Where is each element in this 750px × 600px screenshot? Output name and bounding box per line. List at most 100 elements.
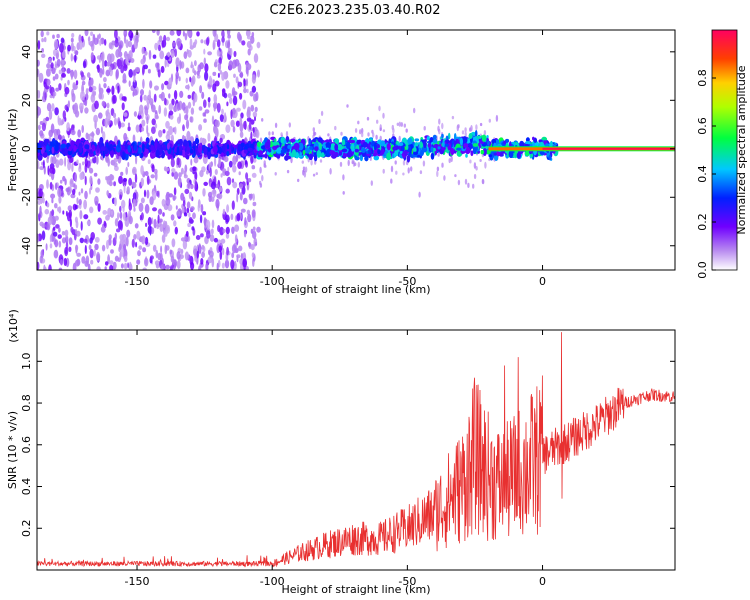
- heatmap-cell: [231, 226, 235, 234]
- heatmap-cell: [168, 193, 174, 198]
- heatmap-cell: [503, 140, 507, 145]
- heatmap-cell: [249, 194, 253, 201]
- heatmap-cell: [135, 154, 138, 165]
- heatmap-cell: [220, 173, 223, 178]
- heatmap-cell: [113, 181, 116, 187]
- heatmap-cell: [164, 58, 167, 68]
- heatmap-cell: [225, 232, 230, 239]
- heatmap-cell: [413, 107, 416, 114]
- heatmap-cell: [103, 149, 109, 155]
- heatmap-cell: [280, 149, 284, 154]
- heatmap-cell: [93, 172, 98, 177]
- heatmap-cell: [230, 213, 234, 220]
- heatmap-cell: [144, 171, 149, 176]
- heatmap-cell: [250, 131, 253, 140]
- heatmap-cell: [157, 209, 163, 215]
- heatmap-cell: [312, 138, 317, 143]
- heatmap-cell: [396, 122, 399, 127]
- heatmap-cell: [80, 71, 84, 78]
- heatmap-cell: [106, 190, 109, 197]
- heatmap-cell: [98, 33, 101, 39]
- heatmap-cell: [245, 266, 249, 270]
- heatmap-cell: [461, 136, 468, 144]
- heatmap-cell: [210, 181, 216, 190]
- heatmap-cell: [475, 124, 478, 131]
- heatmap-cell: [74, 172, 77, 183]
- heatmap-cell: [144, 106, 149, 116]
- heatmap-cell: [127, 122, 131, 127]
- heatmap-cell: [179, 60, 182, 70]
- heatmap-cell: [347, 151, 352, 158]
- heatmap-cell: [219, 114, 224, 122]
- heatmap-cell: [482, 148, 487, 156]
- heatmap-cell: [236, 192, 239, 203]
- heatmap-cell: [247, 178, 252, 183]
- heatmap-cell: [177, 176, 182, 187]
- heatmap-y-tick-label: -40: [20, 237, 33, 255]
- heatmap-cell: [149, 80, 153, 89]
- heatmap-y-label: Frequency (Hz): [6, 109, 19, 192]
- heatmap-cell: [59, 179, 63, 184]
- heatmap-cell: [203, 118, 207, 123]
- heatmap-cell: [120, 171, 124, 176]
- heatmap-cell: [243, 197, 248, 205]
- heatmap-cell: [320, 110, 324, 117]
- heatmap-cell: [176, 157, 180, 166]
- heatmap-cell: [85, 255, 90, 265]
- heatmap-cell: [74, 229, 78, 235]
- heatmap-cell: [112, 112, 117, 119]
- heatmap-cell: [95, 187, 100, 193]
- heatmap-cell: [77, 129, 82, 138]
- heatmap-cell: [219, 250, 223, 260]
- heatmap-cell: [70, 53, 74, 62]
- heatmap-cell: [257, 69, 260, 78]
- snr-x-label: Height of straight line (km): [281, 583, 430, 596]
- heatmap-cell: [67, 100, 70, 108]
- heatmap-cell: [368, 150, 372, 155]
- heatmap-cell: [177, 102, 181, 111]
- heatmap-cell: [56, 33, 60, 39]
- heatmap-cell: [166, 36, 171, 42]
- heatmap-cell: [508, 150, 514, 158]
- heatmap-cell: [243, 88, 247, 94]
- heatmap-cell: [169, 249, 173, 255]
- heatmap-cell: [180, 167, 184, 175]
- heatmap-cell: [107, 53, 112, 63]
- heatmap-cell: [186, 201, 191, 209]
- colorbar-tick-label: 0.2: [696, 213, 709, 231]
- heatmap-cell: [117, 140, 121, 148]
- heatmap-cell: [170, 49, 175, 59]
- heatmap-cell: [149, 255, 154, 260]
- heatmap-cell: [236, 31, 241, 41]
- heatmap-cell: [165, 264, 171, 270]
- heatmap-cell: [157, 252, 162, 261]
- heatmap-cell: [252, 111, 258, 118]
- heatmap-cell: [232, 164, 237, 173]
- heatmap-cell: [60, 259, 63, 266]
- heatmap-cell: [119, 211, 123, 219]
- heatmap-cell: [104, 266, 107, 270]
- heatmap-cell: [232, 126, 236, 133]
- heatmap-cell: [40, 249, 44, 259]
- heatmap-cell: [37, 59, 40, 67]
- heatmap-cell: [196, 70, 200, 76]
- heatmap-cell: [437, 125, 440, 132]
- heatmap-cell: [390, 165, 394, 173]
- heatmap-cell: [134, 223, 139, 229]
- heatmap-cell: [74, 184, 78, 190]
- heatmap-cell: [207, 256, 213, 264]
- heatmap-cell: [46, 102, 52, 112]
- heatmap-cell: [183, 212, 188, 217]
- heatmap-cell: [193, 248, 198, 257]
- heatmap-cell: [83, 238, 88, 243]
- heatmap-cell: [337, 143, 343, 151]
- heatmap-cell: [103, 220, 107, 227]
- heatmap-cell: [90, 259, 94, 265]
- heatmap-cell: [39, 166, 44, 171]
- heatmap-cell: [334, 143, 339, 151]
- heatmap-cell: [122, 212, 126, 221]
- heatmap-cell: [39, 205, 42, 215]
- heatmap-cell: [90, 31, 94, 37]
- heatmap-cell: [217, 62, 222, 72]
- heatmap-cell: [103, 83, 107, 89]
